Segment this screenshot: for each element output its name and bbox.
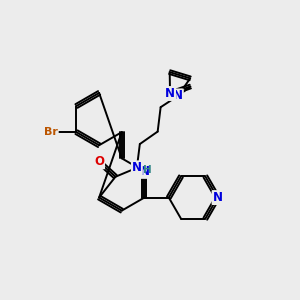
Text: N: N (132, 161, 142, 174)
Text: N: N (165, 87, 175, 100)
Text: N: N (140, 165, 149, 178)
Text: H: H (143, 165, 152, 175)
Text: Br: Br (44, 127, 58, 137)
Text: O: O (94, 155, 104, 168)
Text: N: N (173, 89, 183, 102)
Text: N: N (212, 191, 223, 204)
